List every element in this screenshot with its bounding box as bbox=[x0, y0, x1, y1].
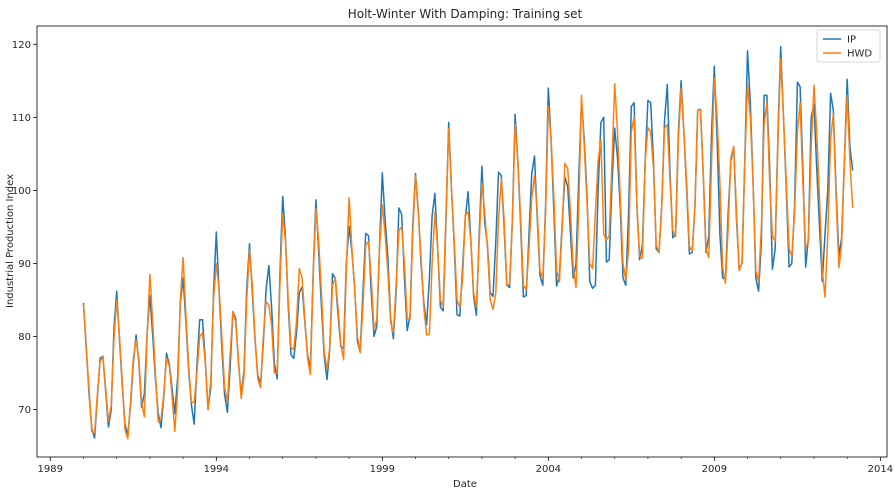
legend-label-hwd: HWD bbox=[847, 49, 872, 60]
y-tick-label: 110 bbox=[12, 113, 31, 124]
y-axis-label: Industrial Production Index bbox=[5, 174, 16, 308]
x-tick-label: 1989 bbox=[38, 464, 63, 475]
y-tick-label: 70 bbox=[18, 405, 31, 416]
chart-title: Holt-Winter With Damping: Training set bbox=[348, 7, 583, 21]
x-tick-label: 1994 bbox=[204, 464, 229, 475]
x-tick-label: 2014 bbox=[868, 464, 893, 475]
axes-frame bbox=[36, 25, 888, 458]
legend-label-ip: IP bbox=[847, 35, 856, 46]
y-tick-label: 100 bbox=[12, 186, 31, 197]
y-tick-label: 120 bbox=[12, 40, 31, 51]
x-tick-label: 1999 bbox=[370, 464, 395, 475]
legend: IP HWD bbox=[816, 29, 881, 63]
plot-area: 1989 1994 1999 2004 2009 2014 70 80 90 100 110 120 bbox=[12, 25, 893, 475]
x-tick-label: 2009 bbox=[702, 464, 727, 475]
x-axis-label: Date bbox=[453, 479, 477, 490]
legend-box bbox=[816, 29, 881, 63]
x-tick-label: 2004 bbox=[536, 464, 561, 475]
y-tick-label: 90 bbox=[18, 259, 31, 270]
y-tick-label: 80 bbox=[18, 332, 31, 343]
series-line-hwd bbox=[82, 58, 854, 440]
